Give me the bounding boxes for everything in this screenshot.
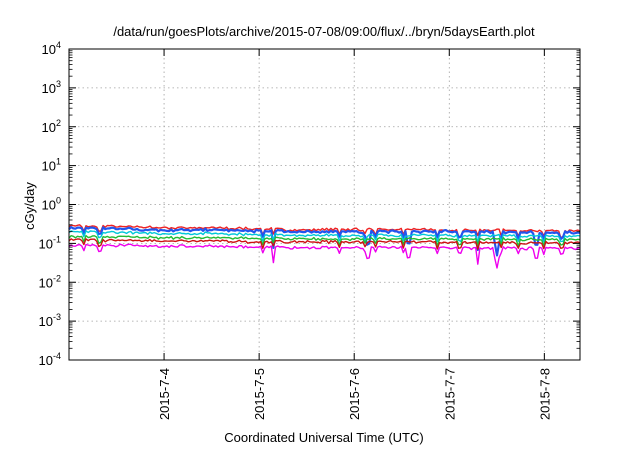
x-tick-label: 2015-7-5 [252, 368, 267, 420]
y-axis-label: cGy/day [22, 182, 37, 230]
x-axis-label: Coordinated Universal Time (UTC) [224, 430, 423, 445]
grid [69, 49, 580, 360]
x-tick-label: 2015-7-7 [442, 368, 457, 420]
y-tick-label: 102 [42, 118, 61, 135]
series-line [68, 230, 581, 243]
y-tick-label: 10-3 [39, 312, 61, 329]
series-line [68, 238, 581, 250]
x-tick-label: 2015-7-6 [347, 368, 362, 420]
y-tick-label: 104 [42, 40, 61, 57]
series-group [68, 224, 581, 269]
chart-title: /data/run/goesPlots/archive/2015-07-08/0… [113, 24, 535, 39]
series-line [68, 243, 581, 269]
y-tick-label: 101 [42, 157, 61, 174]
y-tick-label: 103 [42, 79, 61, 96]
y-tick-label: 100 [42, 196, 61, 213]
x-tick-label: 2015-7-8 [537, 368, 552, 420]
x-tick-label: 2015-7-4 [157, 368, 172, 420]
axes: 10-4 10-3 10-2 10-1 100 101 102 103 104 2015-7-4 2… [39, 40, 581, 420]
y-tick-label: 10-4 [39, 351, 61, 368]
y-tick-label: 10-2 [39, 273, 61, 290]
series-line [68, 224, 581, 239]
series-line [68, 234, 581, 247]
plot-frame [68, 48, 581, 361]
y-tick-label: 10-1 [39, 234, 61, 251]
